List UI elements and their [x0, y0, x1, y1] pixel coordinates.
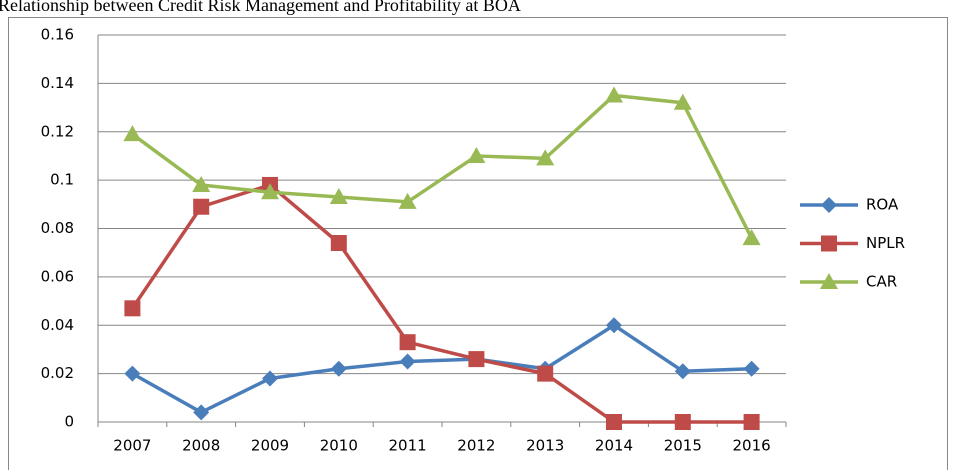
- x-tick-label: 2014: [595, 437, 633, 455]
- marker: [192, 175, 211, 192]
- x-tick-label: 2011: [389, 437, 427, 455]
- x-tick-label: 2010: [320, 437, 358, 455]
- marker: [743, 414, 760, 430]
- y-tick-label: 0.1: [50, 171, 74, 189]
- marker: [329, 188, 348, 205]
- legend-label: NPLR: [866, 234, 905, 252]
- marker: [821, 197, 837, 213]
- marker: [193, 198, 210, 215]
- y-tick-label: 0: [64, 413, 74, 431]
- marker: [742, 229, 761, 246]
- marker: [261, 183, 279, 200]
- marker: [262, 370, 278, 387]
- y-tick-label: 0.14: [41, 74, 74, 92]
- marker: [399, 334, 416, 351]
- marker: [193, 404, 210, 421]
- marker: [820, 273, 838, 289]
- marker: [536, 149, 555, 166]
- y-tick-label: 0.12: [41, 122, 74, 140]
- marker: [124, 300, 141, 317]
- marker: [606, 317, 622, 334]
- y-tick-label: 0.08: [41, 219, 74, 237]
- marker: [674, 414, 691, 430]
- marker: [821, 235, 837, 252]
- y-tick-label: 0.06: [41, 267, 74, 285]
- marker: [674, 363, 691, 380]
- series-line: [131, 323, 752, 415]
- x-tick-label: 2015: [664, 437, 702, 455]
- marker: [537, 365, 554, 382]
- x-tick-label: 2016: [733, 437, 771, 455]
- marker: [398, 192, 417, 209]
- marker: [123, 125, 142, 142]
- y-tick-label: 0.02: [41, 364, 74, 382]
- y-tick-label: 0.16: [41, 26, 74, 44]
- marker: [399, 353, 416, 370]
- marker: [606, 414, 622, 430]
- marker: [743, 360, 760, 377]
- x-tick-label: 2012: [457, 437, 495, 455]
- series-line: [130, 183, 752, 424]
- marker: [330, 360, 347, 377]
- marker: [467, 146, 486, 163]
- chart-title: Relationship between Credit Risk Managem…: [0, 0, 521, 15]
- x-tick-label: 2013: [526, 437, 564, 455]
- marker: [468, 351, 485, 368]
- marker: [605, 86, 623, 103]
- x-tick-label: 2009: [251, 437, 289, 455]
- y-tick-label: 0.04: [41, 316, 74, 334]
- marker: [124, 365, 141, 382]
- marker: [673, 93, 692, 110]
- marker: [330, 235, 347, 252]
- x-tick-label: 2007: [113, 437, 151, 455]
- chart-border: [8, 17, 948, 470]
- x-tick-label: 2008: [182, 437, 220, 455]
- series-line: [131, 93, 754, 239]
- legend-label: ROA: [866, 196, 899, 214]
- legend-label: CAR: [866, 273, 897, 291]
